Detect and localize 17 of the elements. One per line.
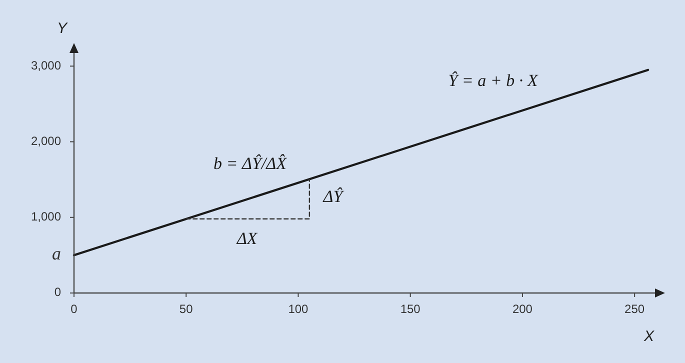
- x-tick-label: 200: [512, 302, 533, 316]
- x-tick-label: 0: [70, 302, 78, 316]
- y-tick-label: 3,000: [30, 58, 62, 72]
- annotation: Ŷ = a + b · X: [448, 70, 538, 90]
- annotation: b = ΔŶ/ΔX̂: [214, 154, 288, 173]
- y-tick-label: 1,000: [30, 210, 62, 224]
- x-tick-label: 250: [624, 302, 645, 316]
- x-tick-label: 100: [288, 302, 309, 316]
- x-tick-label: 50: [179, 302, 194, 316]
- y-tick-label: 0: [54, 285, 62, 300]
- x-tick-label: 150: [400, 302, 421, 316]
- x-axis-title: X: [642, 328, 655, 345]
- y-tick-label: 2,000: [30, 134, 62, 148]
- annotation: ΔŶ: [322, 186, 344, 206]
- annotation: a: [52, 243, 61, 264]
- y-axis-title: Y: [56, 20, 68, 37]
- annotation: ΔX: [236, 228, 258, 248]
